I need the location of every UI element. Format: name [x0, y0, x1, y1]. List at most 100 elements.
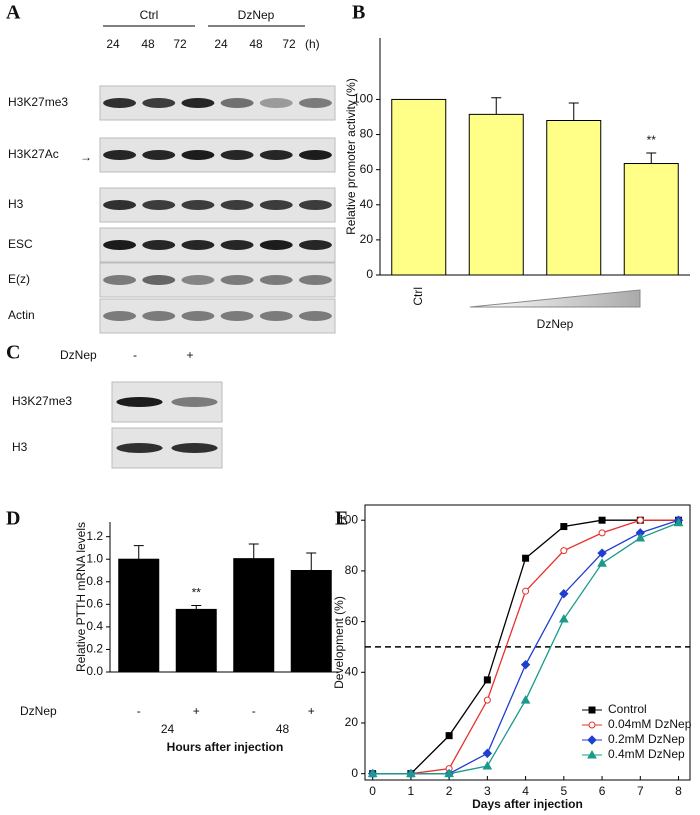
lane-label: 24 [106, 37, 120, 51]
y-tick-label: 80 [360, 127, 374, 141]
marker [560, 523, 568, 531]
marker [445, 732, 453, 740]
band [142, 98, 176, 108]
marker [482, 748, 493, 759]
group-label: 24 [161, 722, 175, 736]
marker [673, 517, 684, 527]
band [142, 311, 176, 321]
band [116, 443, 163, 453]
band [103, 311, 137, 321]
band [259, 150, 293, 160]
group-label: Ctrl [140, 8, 159, 22]
y-tick-label: 0.8 [86, 574, 103, 588]
marker [588, 706, 596, 714]
row-label: H3 [8, 197, 24, 211]
error-bar [568, 102, 579, 121]
band [103, 200, 137, 210]
y-tick-label: 80 [345, 563, 359, 577]
blot [99, 85, 336, 121]
error-bar [191, 604, 202, 610]
marker [406, 768, 416, 778]
gradient-wedge [469, 289, 641, 308]
x-tick-label: + [308, 704, 315, 718]
x-tick-label: 0 [369, 784, 376, 798]
x-axis-label: Days after injection [472, 797, 583, 811]
error-bar [646, 152, 657, 164]
x-tick-label: 8 [675, 784, 682, 798]
annotation: ** [192, 586, 202, 600]
marker [444, 768, 454, 778]
x-tick-label: 7 [637, 784, 644, 798]
error-bar [306, 552, 317, 571]
row-label: Actin [8, 308, 35, 322]
band [259, 240, 293, 250]
marker [522, 554, 530, 562]
marker [597, 548, 607, 558]
band [259, 311, 293, 321]
band [181, 150, 215, 160]
marker [558, 614, 569, 623]
marker [367, 768, 378, 778]
row-label: H3 [12, 440, 28, 454]
blot [99, 137, 336, 173]
band [298, 150, 332, 160]
error-bar [491, 97, 502, 115]
band [181, 98, 215, 108]
legend-label: 0.4mM DzNep [608, 747, 685, 761]
x-tick-label: 5 [560, 784, 567, 798]
band [116, 397, 163, 407]
band [220, 150, 254, 160]
marker [587, 749, 597, 759]
bar [623, 163, 679, 276]
band [142, 275, 176, 285]
band [103, 240, 137, 250]
y-tick-label: 100 [338, 512, 358, 526]
bar [118, 558, 160, 673]
bar [546, 120, 602, 276]
legend-label: Control [608, 702, 647, 716]
band [220, 98, 254, 108]
band [298, 200, 332, 210]
blot [99, 227, 336, 263]
band [220, 275, 254, 285]
marker [560, 547, 568, 555]
group-label: DzNep [537, 317, 574, 331]
y-tick-label: 60 [345, 614, 359, 628]
band [298, 98, 332, 108]
x-tick-label: - [252, 704, 256, 718]
band [171, 397, 218, 407]
bar [175, 608, 217, 673]
x-tick-label: + [193, 704, 200, 718]
marker [522, 587, 530, 595]
panel-label: A [6, 2, 21, 24]
y-tick-label: 0.0 [86, 664, 103, 678]
band [181, 275, 215, 285]
y-tick-label: 0.6 [86, 597, 103, 611]
marker [588, 721, 596, 729]
y-tick-label: 0.2 [86, 642, 103, 656]
group-label: 48 [276, 722, 290, 736]
band [142, 240, 176, 250]
lane-label: 72 [282, 37, 296, 51]
marker [482, 761, 493, 770]
y-tick-label: 1.2 [86, 529, 103, 543]
marker [598, 529, 606, 537]
legend-label: 0.2mM DzNep [608, 732, 685, 746]
bar [233, 558, 275, 673]
bar [468, 113, 524, 276]
marker [483, 676, 491, 684]
lane-label: 72 [173, 37, 187, 51]
band [220, 200, 254, 210]
band [298, 240, 332, 250]
marker [520, 659, 531, 670]
band [259, 200, 293, 210]
group-label: DzNep [238, 8, 275, 22]
blot [99, 262, 336, 298]
band [103, 98, 137, 108]
arrow: → [80, 150, 92, 164]
band [142, 200, 176, 210]
marker [587, 735, 597, 745]
x-tick-label: 4 [522, 784, 529, 798]
row-label: H3K27me3 [8, 95, 68, 109]
legend-label: 0.04mM DzNep [608, 717, 692, 731]
